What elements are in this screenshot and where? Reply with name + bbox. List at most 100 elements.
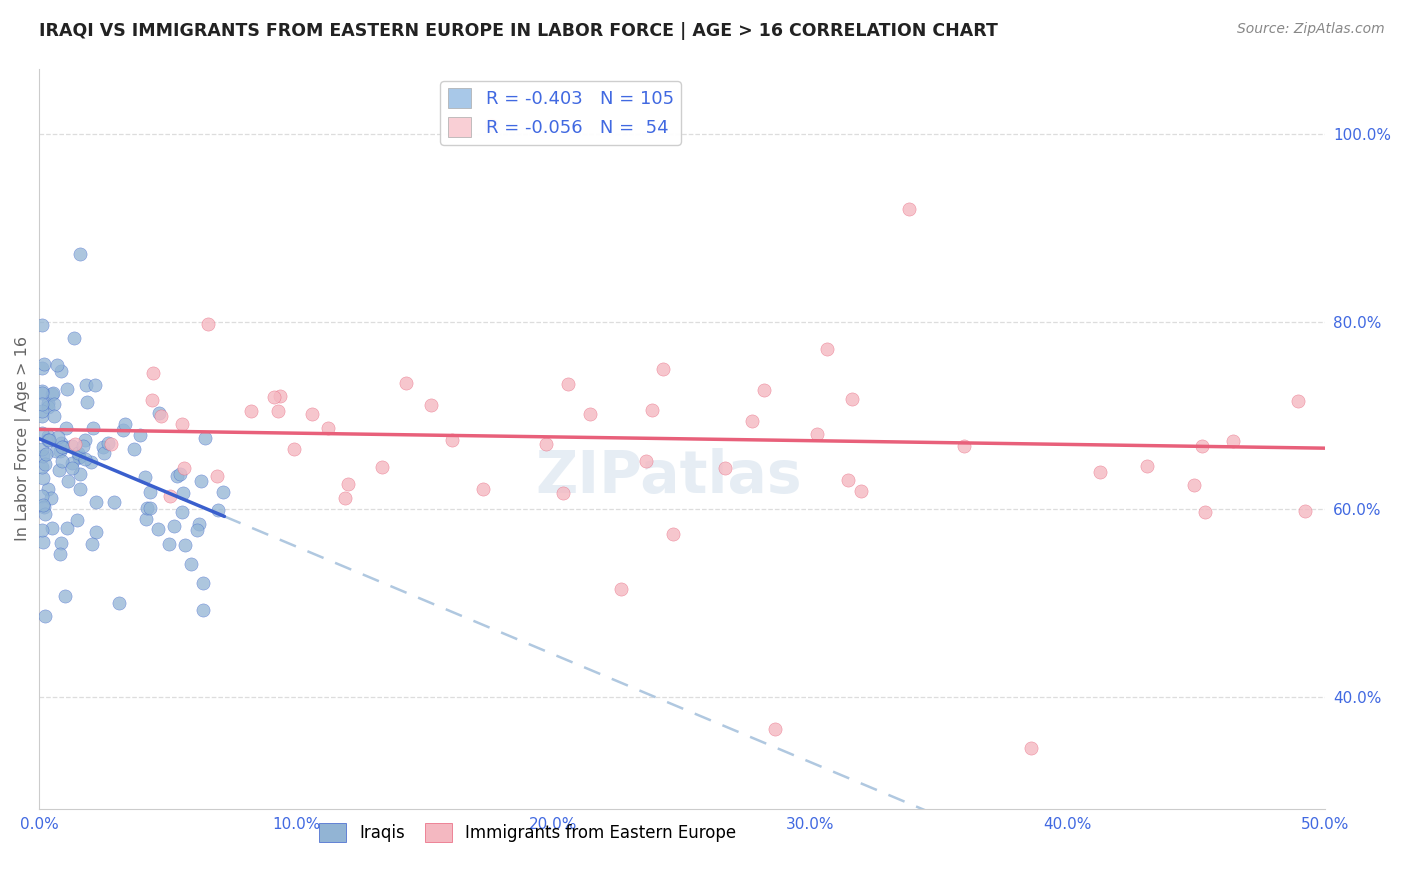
- Point: [187, 517, 209, 532]
- Point: [60, 439, 83, 453]
- Point: [83, 377, 105, 392]
- Point: [46, 430, 69, 444]
- Point: [31, 498, 53, 512]
- Point: [714, 460, 737, 475]
- Point: [31, 385, 53, 400]
- Point: [1182, 478, 1205, 492]
- Point: [69, 467, 91, 481]
- Point: [60, 456, 83, 470]
- Point: [754, 383, 776, 397]
- Point: [55, 589, 77, 603]
- Point: [56, 521, 79, 535]
- Point: [557, 376, 579, 391]
- Point: [31, 404, 53, 418]
- Point: [44, 397, 66, 411]
- Point: [84, 495, 107, 509]
- Point: [211, 485, 233, 500]
- Point: [32, 471, 55, 485]
- Point: [42, 409, 65, 424]
- Point: [129, 428, 152, 442]
- Point: [48, 547, 70, 561]
- Point: [134, 470, 156, 484]
- Point: [67, 450, 90, 465]
- Point: [159, 489, 181, 503]
- Point: [48, 463, 70, 477]
- Point: [31, 459, 53, 474]
- Point: [142, 367, 165, 381]
- Point: [191, 603, 214, 617]
- Point: [49, 444, 72, 458]
- Point: [534, 436, 557, 450]
- Point: [60, 461, 83, 475]
- Point: [1222, 434, 1244, 449]
- Point: [31, 489, 53, 503]
- Point: [91, 441, 114, 455]
- Point: [76, 395, 98, 409]
- Point: [136, 501, 159, 516]
- Point: [84, 524, 107, 539]
- Point: [37, 433, 59, 447]
- Point: [141, 393, 163, 408]
- Point: [41, 520, 63, 534]
- Point: [34, 457, 56, 471]
- Point: [157, 537, 180, 551]
- Point: [82, 421, 104, 435]
- Point: [52, 440, 75, 454]
- Point: [66, 513, 89, 527]
- Point: [1136, 458, 1159, 473]
- Point: [240, 403, 263, 417]
- Point: [336, 477, 359, 491]
- Point: [815, 342, 838, 356]
- Text: IRAQI VS IMMIGRANTS FROM EASTERN EUROPE IN LABOR FORCE | AGE > 16 CORRELATION CH: IRAQI VS IMMIGRANTS FROM EASTERN EUROPE …: [39, 22, 998, 40]
- Point: [135, 512, 157, 526]
- Point: [82, 537, 104, 551]
- Point: [174, 538, 197, 552]
- Point: [32, 357, 55, 371]
- Point: [63, 436, 86, 450]
- Point: [37, 428, 59, 442]
- Point: [56, 382, 79, 396]
- Point: [318, 421, 340, 435]
- Point: [31, 409, 53, 424]
- Point: [634, 454, 657, 468]
- Point: [207, 503, 229, 517]
- Point: [472, 482, 495, 496]
- Point: [75, 378, 97, 392]
- Point: [191, 576, 214, 591]
- Legend: R = -0.403   N = 105, R = -0.056   N =  54: R = -0.403 N = 105, R = -0.056 N = 54: [440, 81, 681, 145]
- Point: [103, 495, 125, 509]
- Point: [173, 460, 195, 475]
- Point: [283, 442, 305, 457]
- Point: [267, 403, 290, 417]
- Point: [170, 417, 193, 431]
- Point: [1286, 393, 1309, 408]
- Point: [39, 491, 62, 505]
- Point: [34, 508, 56, 522]
- Point: [301, 407, 323, 421]
- Point: [441, 433, 464, 447]
- Point: [269, 390, 291, 404]
- Point: [107, 596, 129, 610]
- Point: [172, 506, 194, 520]
- Point: [1088, 465, 1111, 479]
- Point: [35, 447, 58, 461]
- Point: [641, 403, 664, 417]
- Point: [55, 421, 77, 435]
- Point: [69, 246, 91, 260]
- Point: [111, 423, 134, 437]
- Point: [63, 331, 86, 345]
- Point: [897, 202, 920, 216]
- Point: [197, 317, 219, 331]
- Point: [49, 364, 72, 378]
- Point: [579, 407, 602, 421]
- Point: [31, 523, 53, 537]
- Point: [32, 449, 55, 463]
- Y-axis label: In Labor Force | Age > 16: In Labor Force | Age > 16: [15, 336, 31, 541]
- Point: [51, 440, 73, 454]
- Point: [1191, 439, 1213, 453]
- Point: [93, 446, 115, 460]
- Point: [34, 609, 56, 624]
- Point: [205, 469, 228, 483]
- Point: [1294, 504, 1316, 518]
- Point: [146, 522, 169, 536]
